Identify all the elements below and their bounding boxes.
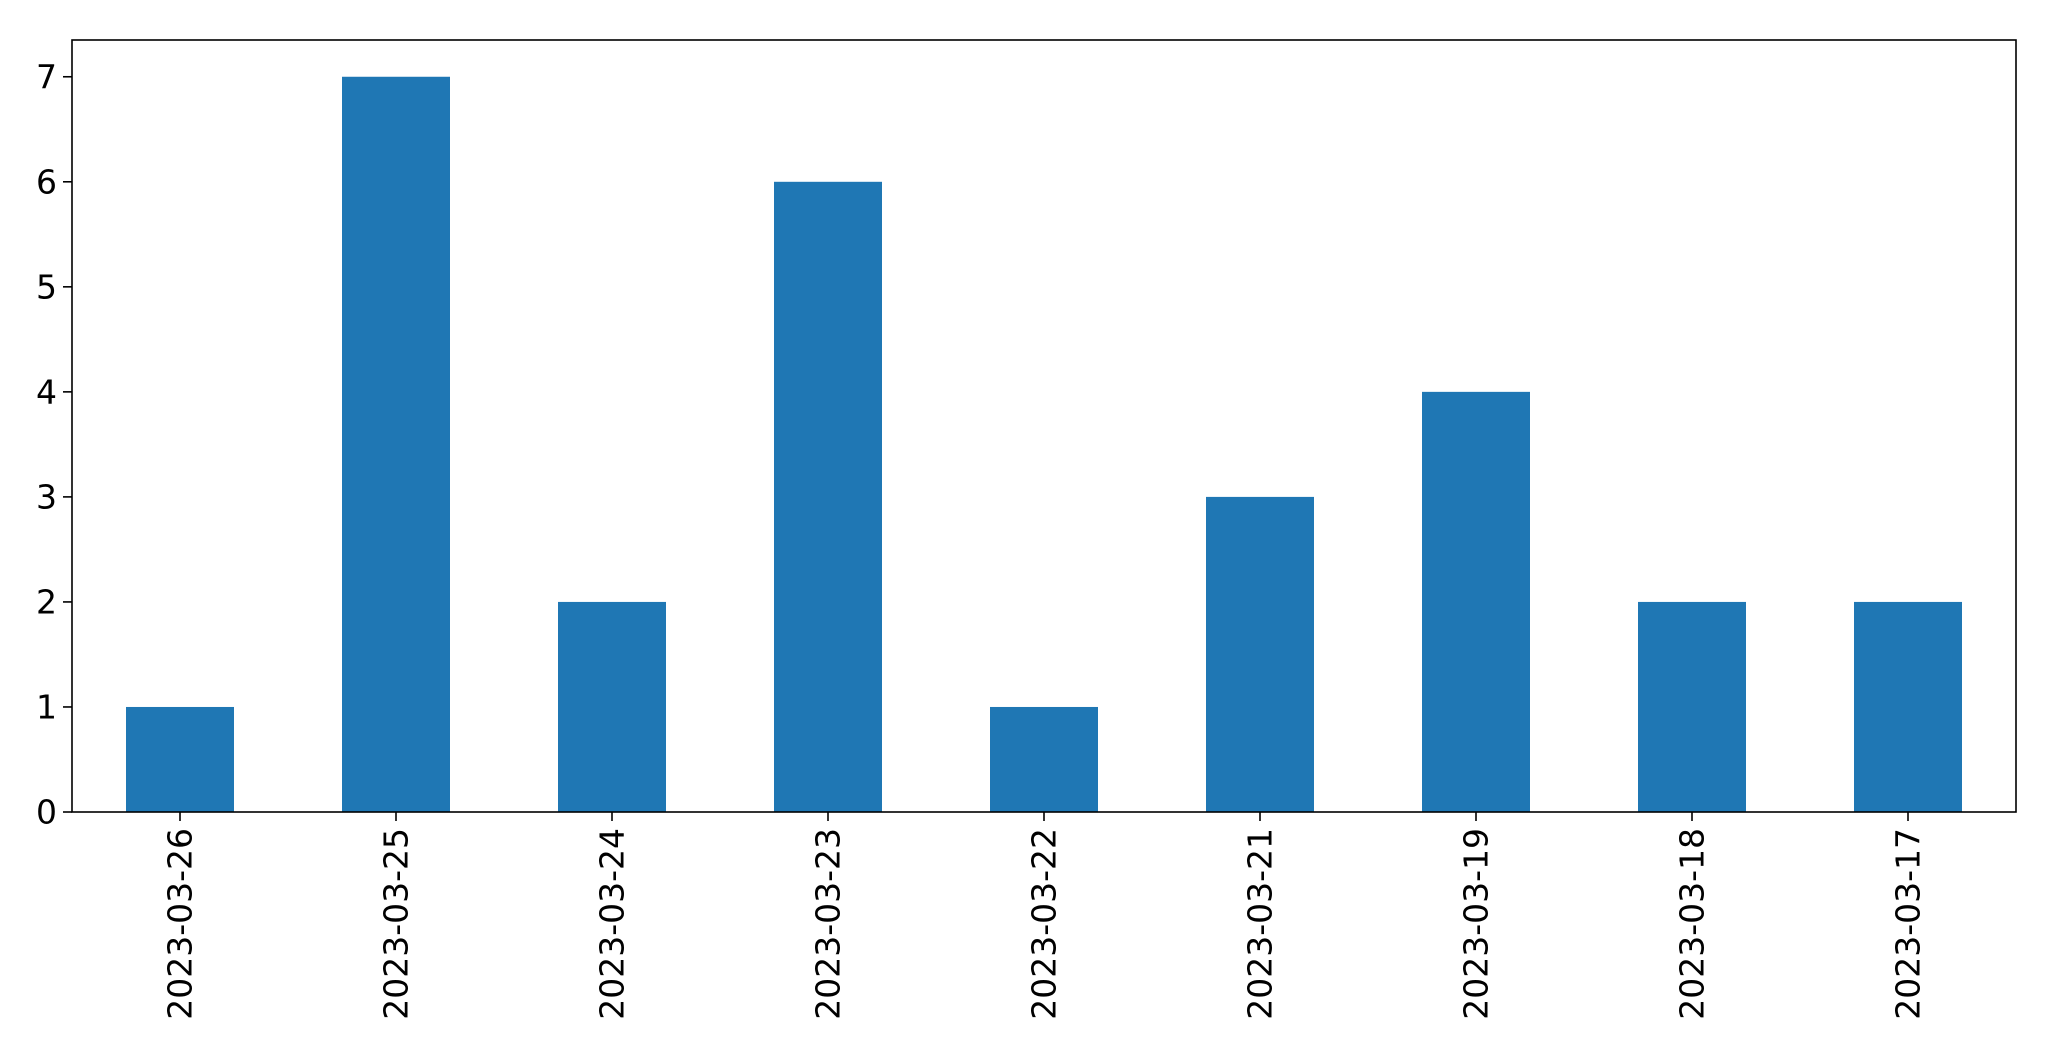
y-axis: 0 1 2 3 4 5 6 7	[36, 57, 72, 832]
x-tick-label: 2023-03-21	[1241, 828, 1280, 1020]
x-axis: 2023-03-26 2023-03-25 2023-03-24 2023-03-23…	[161, 812, 1928, 1020]
x-tick-label: 2023-03-23	[809, 828, 848, 1020]
y-tick-label: 2	[36, 582, 57, 621]
bar	[774, 181, 882, 813]
x-tick-label: 2023-03-22	[1025, 828, 1064, 1020]
x-tick-label: 2023-03-17	[1889, 828, 1928, 1020]
bar	[558, 601, 666, 812]
y-tick-label: 7	[36, 57, 57, 96]
x-tick-label: 2023-03-24	[593, 828, 632, 1020]
x-tick-label: 2023-03-19	[1457, 828, 1496, 1020]
y-tick-label: 0	[36, 793, 57, 832]
bar	[126, 706, 234, 812]
bar	[1422, 391, 1530, 812]
bar	[1854, 601, 1962, 812]
plot-frame	[71, 39, 2017, 813]
bar	[1638, 601, 1746, 812]
y-tick-label: 1	[36, 687, 57, 726]
x-tick-label: 2023-03-18	[1673, 828, 1712, 1020]
x-tick-label: 2023-03-26	[161, 828, 200, 1020]
bars-layer	[126, 76, 1962, 813]
y-tick-label: 5	[36, 267, 57, 306]
x-tick-label: 2023-03-25	[377, 828, 416, 1020]
y-tick-label: 6	[36, 162, 57, 201]
y-tick-label: 4	[36, 372, 57, 411]
y-tick-label: 3	[36, 477, 57, 516]
bar	[342, 76, 450, 812]
bar	[1206, 496, 1314, 812]
bar	[990, 706, 1098, 812]
